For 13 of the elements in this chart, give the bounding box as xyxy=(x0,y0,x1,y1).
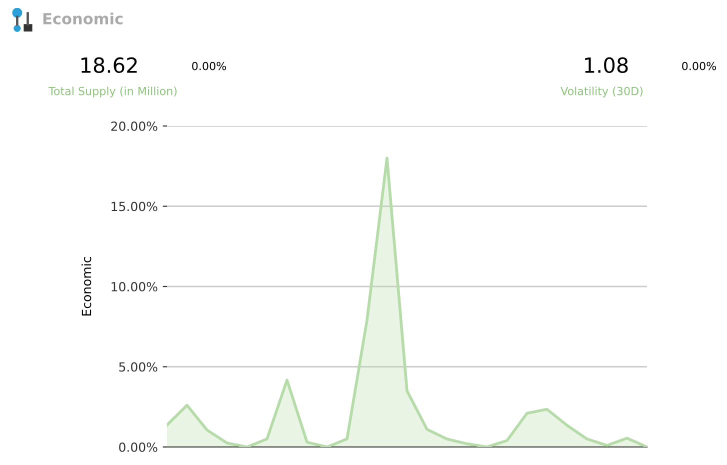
y-tick-label: 15.00% xyxy=(112,202,158,212)
text: 18.62 xyxy=(81,57,137,74)
y-tick-label: 10.00% xyxy=(112,282,158,292)
text: 1.08 xyxy=(585,57,628,74)
text: 0.00% xyxy=(682,62,716,70)
text: Total Supply (in Million) xyxy=(48,86,177,98)
y-tick-label: 0.00% xyxy=(119,442,158,452)
y-tick-label: 5.00% xyxy=(119,362,158,372)
text: 0.00% xyxy=(192,62,226,70)
y-axis-title: Economic xyxy=(82,257,92,316)
y-tick-label: 20.00% xyxy=(111,121,158,131)
text: Volatility (30D) xyxy=(560,86,642,98)
chart-title: Economic xyxy=(43,12,123,24)
